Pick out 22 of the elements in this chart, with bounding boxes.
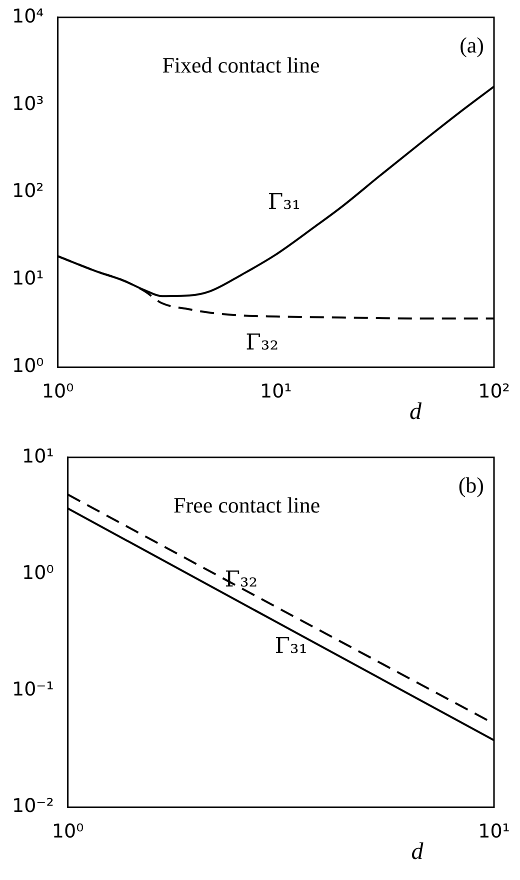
annotation: (b) xyxy=(458,472,484,498)
annotation: (a) xyxy=(460,32,484,58)
annotation: Free contact line xyxy=(174,492,320,518)
y-tick-label: 10⁴ xyxy=(12,5,44,28)
series-label: Γ₃₁ xyxy=(268,190,301,216)
series-label: Γ₃₂ xyxy=(224,567,258,592)
series-label: Γ₃₁ xyxy=(274,634,308,660)
y-tick-label: 10⁻² xyxy=(12,795,54,818)
x-axis-title: d xyxy=(411,839,424,866)
x-tick-label: 10¹ xyxy=(260,380,292,403)
y-tick-label: 10¹ xyxy=(12,268,44,290)
y-tick-label: 10⁻¹ xyxy=(12,678,54,701)
x-tick-label: 10⁰ xyxy=(42,380,74,403)
y-tick-label: 10⁰ xyxy=(12,355,44,378)
x-axis-title: d xyxy=(409,399,422,426)
y-tick-label: 10³ xyxy=(12,92,44,115)
series-label: Γ₃₂ xyxy=(246,330,279,356)
y-tick-label: 10² xyxy=(12,180,44,202)
y-tick-label: 10⁰ xyxy=(22,562,54,584)
annotation: Fixed contact line xyxy=(162,52,320,78)
y-tick-label: 10¹ xyxy=(22,445,54,468)
x-tick-label: 10² xyxy=(478,380,510,403)
